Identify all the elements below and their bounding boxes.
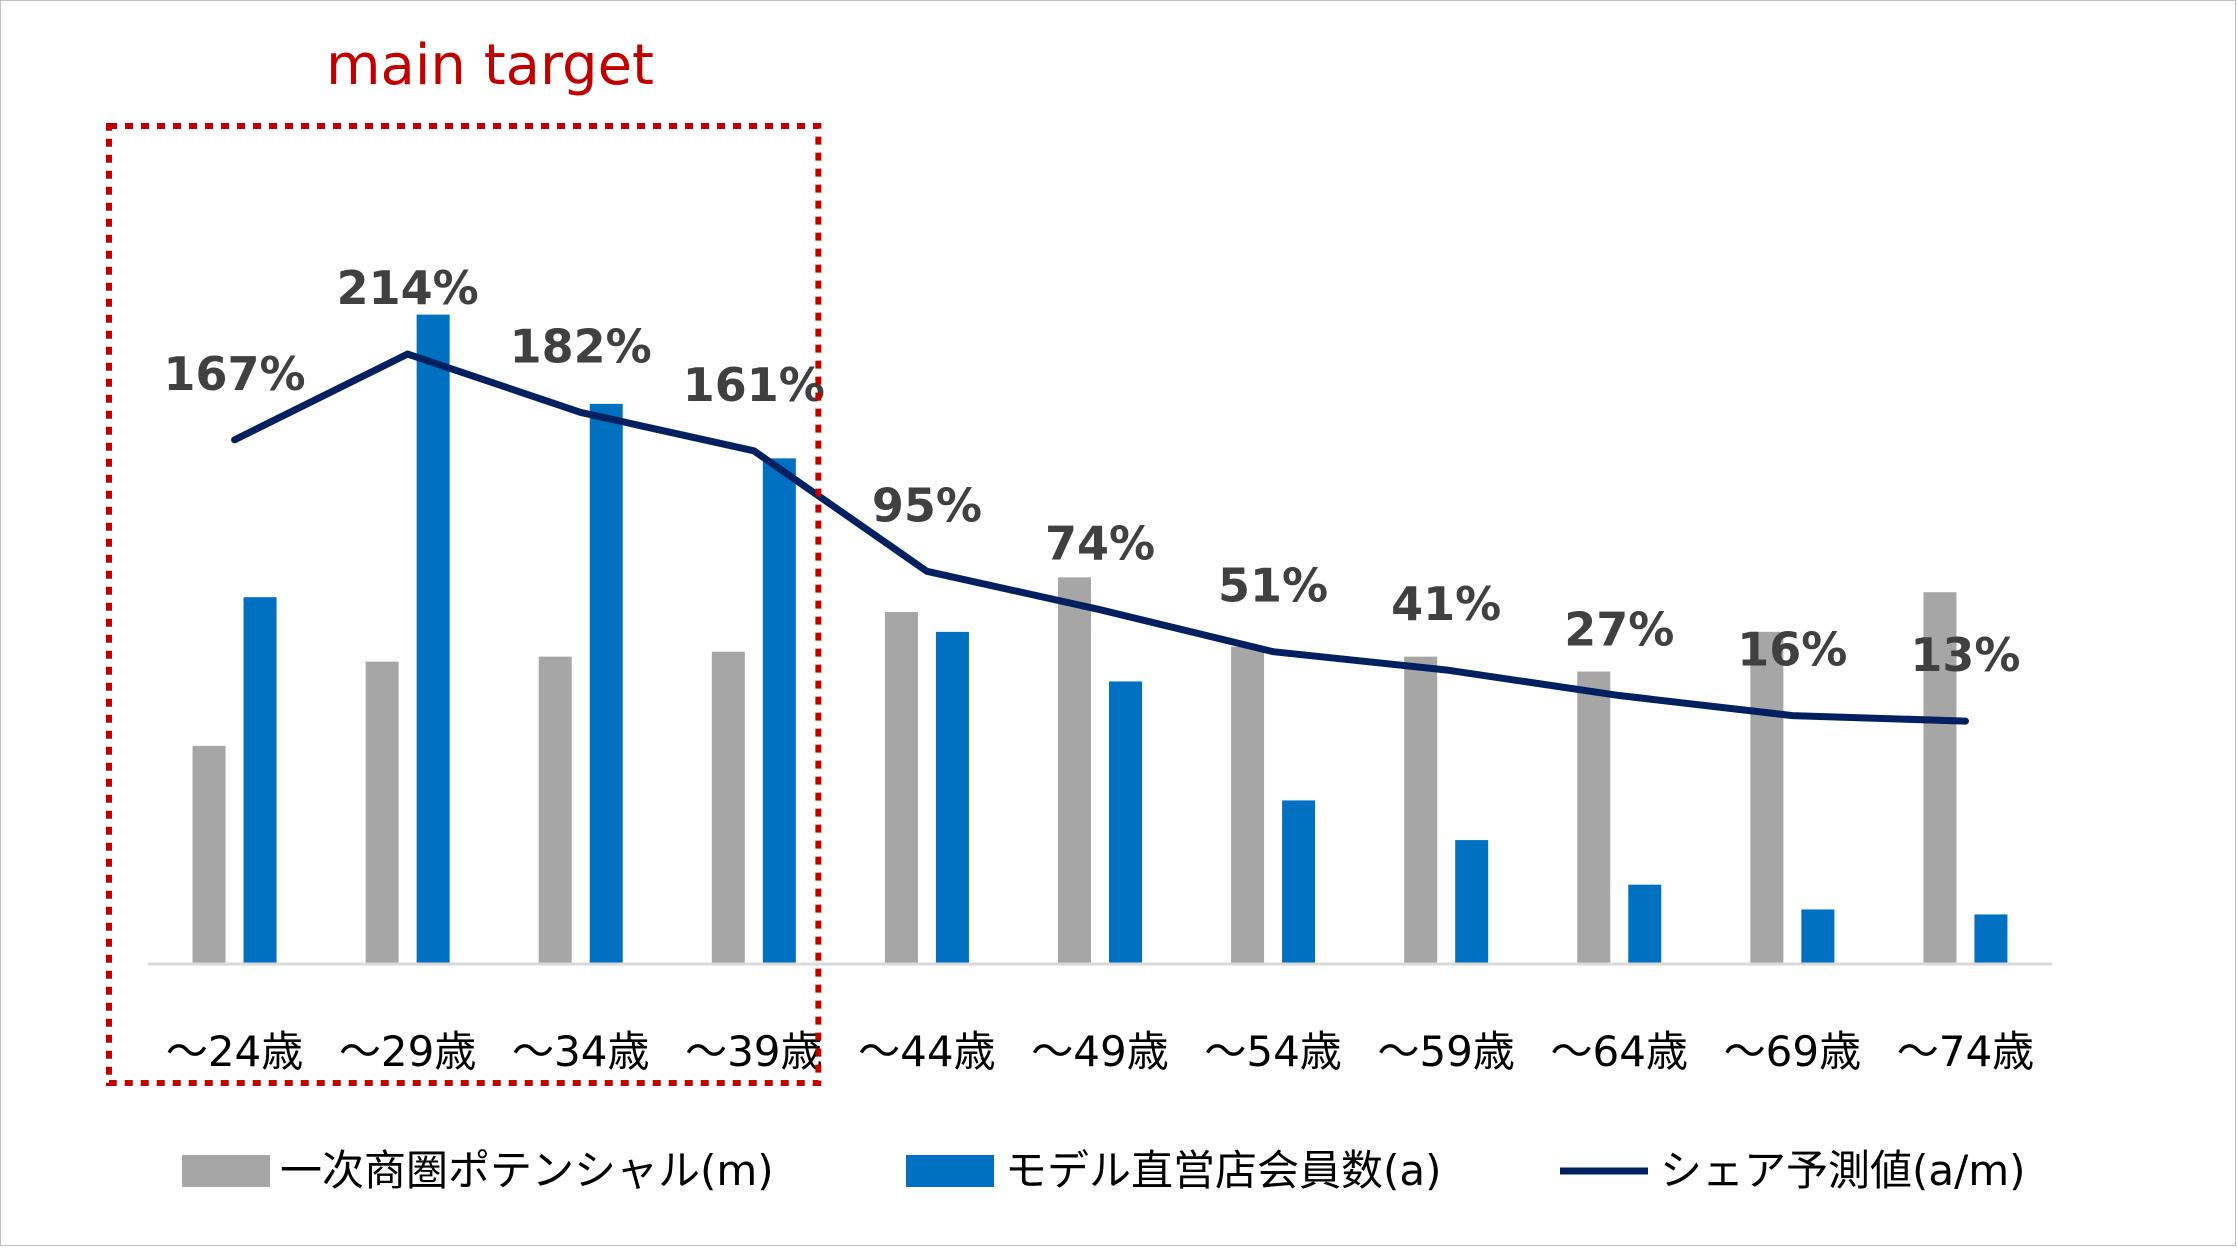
bar-potential-1 (365, 661, 399, 964)
main-target-label: main target (326, 33, 654, 98)
bar-potential-6 (1231, 646, 1265, 964)
bar-potential-4 (884, 612, 918, 964)
x-tick-label-4: ～44歳 (858, 1027, 995, 1076)
x-tick-label-2: ～34歳 (512, 1027, 649, 1076)
bar-potential-7 (1404, 656, 1438, 964)
share-data-label-3: 161% (683, 358, 825, 412)
main-target-box (106, 123, 822, 1086)
legend-item-potential: 一次商圏ポテンシャル(m) (182, 1146, 774, 1195)
x-tick-label-10: ～74歳 (1897, 1027, 2034, 1076)
legend-swatch-potential (182, 1155, 270, 1187)
bar-members-4 (935, 631, 969, 964)
share-data-label-10: 13% (1910, 628, 2020, 682)
x-tick-label-6: ～54歳 (1204, 1027, 1341, 1076)
bar-potential-2 (538, 656, 572, 964)
bar-members-2 (589, 403, 623, 964)
legend-label-members: モデル直営店会員数(a) (1005, 1146, 1442, 1195)
bar-potential-9 (1750, 631, 1784, 964)
share-data-label-5: 74% (1045, 517, 1155, 571)
share-data-label-6: 51% (1218, 559, 1328, 613)
bar-potential-0 (192, 745, 226, 964)
bar-members-3 (762, 458, 796, 964)
bar-potential-3 (711, 651, 745, 964)
bar-members-5 (1109, 681, 1142, 964)
share-data-label-7: 41% (1391, 577, 1501, 631)
bar-potential-8 (1577, 671, 1611, 964)
x-tick-label-8: ～64歳 (1551, 1027, 1688, 1076)
share-data-label-0: 167% (163, 347, 305, 401)
bar-members-9 (1801, 909, 1835, 964)
bar-members-8 (1628, 884, 1662, 964)
x-tick-label-5: ～49歳 (1031, 1027, 1168, 1076)
bar-potential-5 (1058, 577, 1091, 964)
legend-item-share: シェア予測値(a/m) (1560, 1146, 2026, 1195)
legend-item-members: モデル直営店会員数(a) (906, 1146, 1442, 1195)
legend-swatch-members (906, 1155, 994, 1187)
x-tick-label-1: ～29歳 (339, 1027, 476, 1076)
bar-members-6 (1282, 800, 1316, 964)
x-tick-label-0: ～24歳 (166, 1027, 303, 1076)
legend: 一次商圏ポテンシャル(m) モデル直営店会員数(a) シェア予測値(a/m) (182, 1146, 2026, 1195)
x-tick-label-3: ～39歳 (685, 1027, 822, 1076)
share-data-label-8: 27% (1564, 603, 1674, 657)
bar-potential-10 (1923, 592, 1957, 964)
share-data-label-1: 214% (337, 261, 479, 315)
bar-members-1 (416, 314, 450, 965)
bar-members-7 (1455, 840, 1489, 964)
share-data-label-9: 16% (1737, 623, 1847, 677)
x-tick-label-9: ～69歳 (1724, 1027, 1861, 1076)
bar-members-10 (1974, 914, 2008, 964)
share-line (231, 350, 1969, 725)
legend-label-potential: 一次商圏ポテンシャル(m) (280, 1146, 774, 1195)
share-data-label-4: 95% (872, 478, 982, 532)
x-tick-label-7: ～59歳 (1377, 1027, 1514, 1076)
bar-members-0 (243, 597, 277, 964)
share-data-label-2: 182% (510, 319, 652, 373)
legend-label-share: シェア予測値(a/m) (1660, 1146, 2026, 1195)
